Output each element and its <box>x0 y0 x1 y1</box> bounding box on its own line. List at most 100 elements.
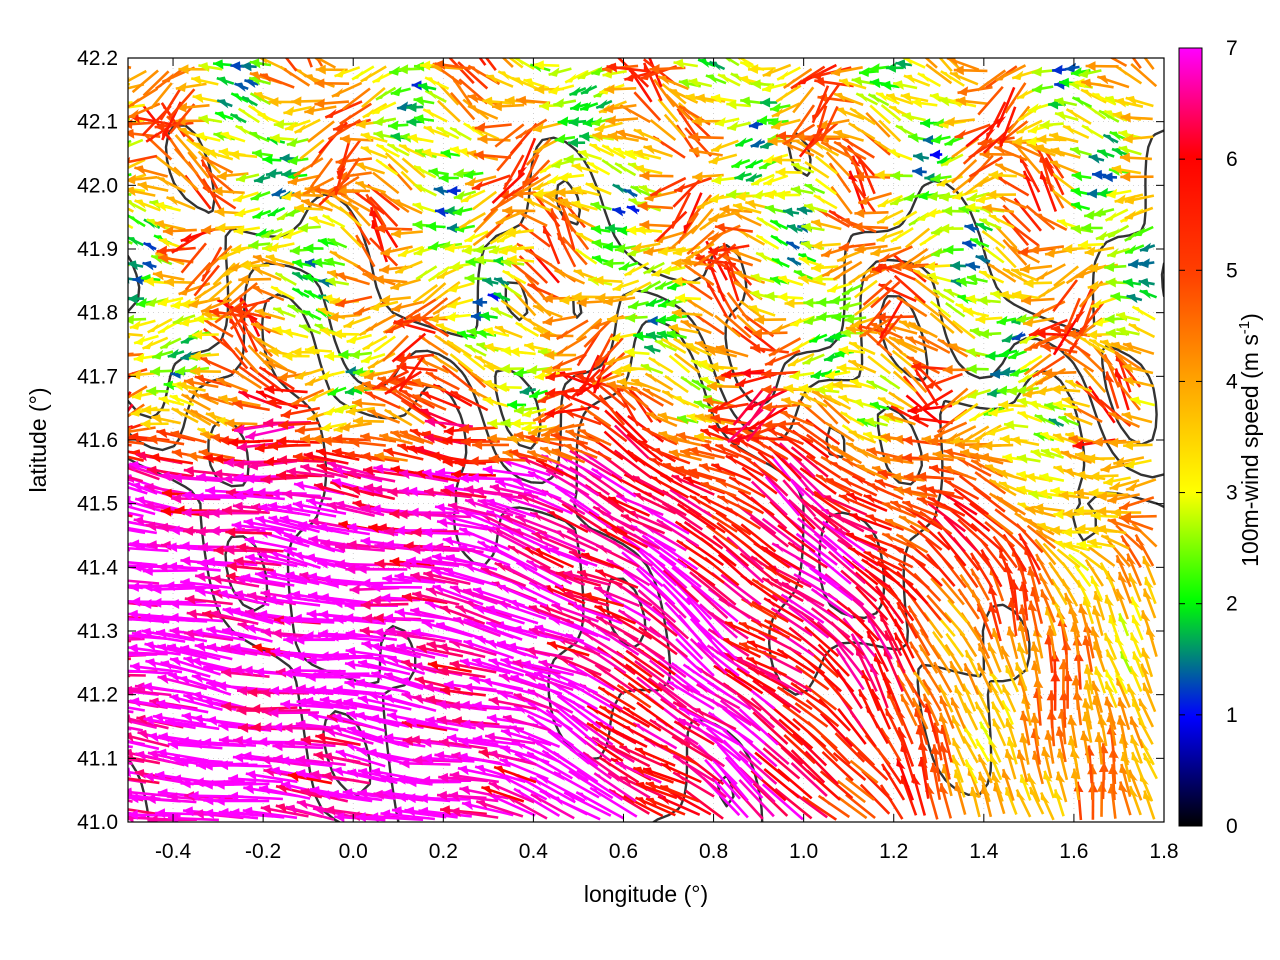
wind-vector-head <box>755 752 766 763</box>
wind-vector-shaft <box>128 478 135 483</box>
wind-vector-head <box>465 498 477 508</box>
wind-vector-head <box>157 788 169 799</box>
wind-vector-head <box>242 736 253 747</box>
wind-vector-head <box>243 784 254 795</box>
wind-vector-head <box>374 558 385 569</box>
wind-vector-head <box>411 527 422 538</box>
wind-vector <box>128 727 132 731</box>
wind-vector <box>880 763 906 801</box>
wind-vector-head <box>485 639 497 650</box>
wind-vector-head <box>118 581 128 591</box>
wind-vector-head <box>395 792 406 803</box>
wind-vector <box>700 481 737 498</box>
wind-vector <box>547 729 591 765</box>
wind-vector-head <box>158 732 169 743</box>
wind-vector-head <box>233 735 244 746</box>
wind-vector-head <box>347 768 359 779</box>
wind-vector-head <box>660 763 672 773</box>
wind-vector-head <box>218 760 229 771</box>
wind-vector <box>720 573 762 606</box>
wind-vector-head <box>488 696 500 707</box>
wind-vector <box>295 755 346 767</box>
wind-vector-head <box>295 755 306 766</box>
wind-vector-head <box>938 742 949 754</box>
wind-vector-head <box>145 658 157 668</box>
wind-vector-head <box>951 715 962 727</box>
wind-vector-head <box>322 771 333 782</box>
wind-vector <box>260 804 309 818</box>
wind-vector-head <box>296 769 307 779</box>
wind-vector <box>1004 748 1017 780</box>
wind-vector-head <box>128 732 134 742</box>
wind-vector <box>554 708 599 747</box>
wind-vector <box>422 753 475 764</box>
wind-vector <box>203 808 259 820</box>
wind-vector <box>322 752 371 767</box>
wind-vector <box>514 752 565 780</box>
wind-vector <box>128 526 134 531</box>
wind-vector-head <box>167 739 179 750</box>
wind-vector-head <box>451 751 462 762</box>
wind-vector-head <box>399 758 410 769</box>
wind-vector <box>634 747 676 767</box>
wind-vector <box>536 774 586 803</box>
wind-vector <box>214 779 270 790</box>
wind-vector <box>1094 732 1105 765</box>
wind-vector-head <box>1015 662 1025 674</box>
wind-vector-head <box>1118 781 1128 793</box>
wind-vector-head <box>368 812 379 822</box>
wind-vector-head <box>548 730 559 741</box>
wind-vector <box>576 769 624 801</box>
wind-vector-head <box>583 752 595 763</box>
wind-vector-head <box>157 674 169 685</box>
wind-vector-head <box>539 790 551 800</box>
wind-vector-head <box>108 789 119 799</box>
wind-vector <box>671 735 714 762</box>
wind-vector-head <box>128 809 138 820</box>
wind-vector <box>571 714 614 746</box>
wind-vector-head <box>504 794 516 805</box>
wind-vector-head <box>383 733 395 743</box>
wind-vector <box>1107 783 1118 819</box>
wind-vector <box>214 795 270 806</box>
wind-vector-head <box>357 788 368 799</box>
wind-vector-head <box>412 755 423 766</box>
wind-vector <box>623 794 664 818</box>
wind-vector <box>242 806 298 820</box>
wind-vector-head <box>1027 773 1037 785</box>
wind-vector-head <box>1030 712 1041 724</box>
wind-vector-head <box>929 464 940 475</box>
wind-vector <box>128 777 160 785</box>
wind-vector-shaft <box>128 808 156 815</box>
wind-vector <box>128 757 145 764</box>
wind-vector-head <box>481 785 493 796</box>
wind-vector-head <box>134 769 146 779</box>
wind-vector-head <box>285 804 297 815</box>
wind-vector-shaft <box>128 740 160 751</box>
wind-vector-head <box>154 770 166 781</box>
wind-vector-shaft <box>128 600 134 604</box>
wind-vector-head <box>1041 746 1051 758</box>
wind-vector <box>1041 746 1053 779</box>
wind-vector <box>1053 789 1065 817</box>
wind-vector <box>961 735 979 764</box>
wind-vector-head <box>260 804 272 815</box>
wind-vector-head <box>649 719 661 730</box>
wind-vector-head <box>300 735 312 746</box>
wind-vector-head <box>1128 769 1138 781</box>
wind-vector-head <box>128 767 132 778</box>
wind-vector <box>335 749 386 768</box>
wind-vector-head <box>196 760 207 771</box>
wind-vector <box>849 759 879 784</box>
wind-vector <box>618 745 663 767</box>
wind-vector <box>607 744 651 768</box>
wind-vector-head <box>99 596 109 606</box>
wind-vector-head <box>587 723 599 733</box>
wind-vector <box>461 800 514 817</box>
wind-vector <box>446 733 499 746</box>
wind-vector-shaft <box>128 799 133 803</box>
wind-vector <box>884 707 905 746</box>
wind-vector <box>827 550 867 585</box>
wind-vector-head <box>527 715 539 726</box>
